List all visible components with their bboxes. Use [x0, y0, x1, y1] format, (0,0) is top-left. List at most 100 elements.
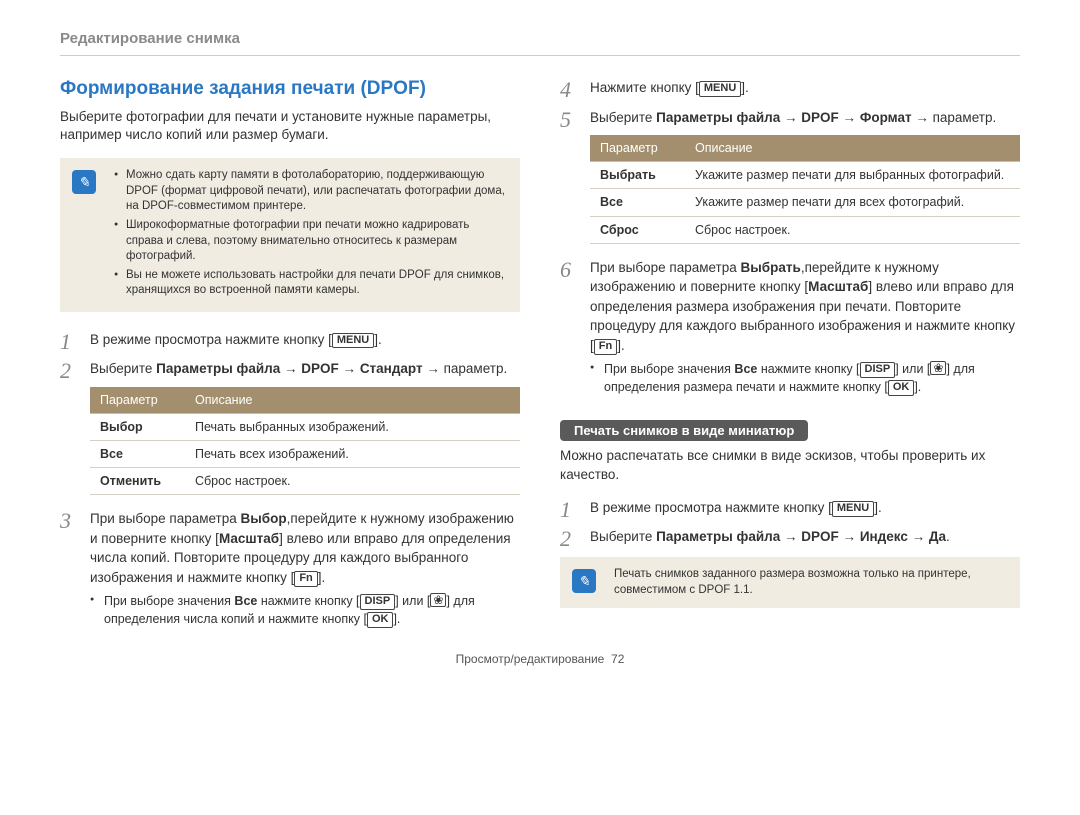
ok-button-icon: OK: [888, 380, 915, 396]
macro-icon: ❀: [430, 593, 446, 607]
table-header: Параметр: [590, 135, 685, 162]
step-text: →: [839, 529, 860, 544]
step-text: В режиме просмотра нажмите кнопку [: [590, 500, 832, 515]
right-steps-1: Нажмите кнопку [MENU]. Выберите Параметр…: [560, 78, 1020, 396]
table-row: ВыборПечать выбранных изображений.: [90, 413, 520, 440]
step-text: ].: [318, 570, 326, 585]
table-row: ВсеУкажите размер печати для всех фотогр…: [590, 189, 1020, 216]
macro-icon: ❀: [930, 361, 946, 375]
fn-button-icon: Fn: [594, 339, 617, 355]
menu-button-icon: MENU: [332, 333, 374, 349]
step-6: При выборе параметра Выбрать,перейдите к…: [560, 258, 1020, 397]
table-cell: Укажите размер печати для выбранных фото…: [685, 162, 1020, 189]
step-2b: Выберите Параметры файла → DPOF → Индекс…: [560, 527, 1020, 547]
note-item: Вы не можете использовать настройки для …: [114, 268, 506, 299]
right-column: Нажмите кнопку [MENU]. Выберите Параметр…: [560, 78, 1020, 638]
step-1: В режиме просмотра нажмите кнопку [MENU]…: [60, 330, 520, 350]
note-text: Печать снимков заданного размера возможн…: [614, 567, 1006, 598]
thumb-intro: Можно распечатать все снимки в виде эски…: [560, 447, 1020, 483]
table-row: ВыбратьУкажите размер печати для выбранн…: [590, 162, 1020, 189]
fn-button-icon: Fn: [294, 571, 317, 587]
bold-text: Параметры файла: [656, 529, 780, 544]
step-text: Выберите: [590, 529, 656, 544]
subheading-thumbnails: Печать снимков в виде миниатюр: [560, 420, 808, 441]
note-item: Можно сдать карту памяти в фотолаборатор…: [114, 168, 506, 215]
table-header: Параметр: [90, 387, 185, 414]
bold-text: Выбор: [241, 511, 287, 526]
step-text: →: [908, 529, 929, 544]
intro-text: Выберите фотографии для печати и установ…: [60, 108, 520, 144]
step-text: Нажмите кнопку [: [590, 80, 699, 95]
ok-button-icon: OK: [367, 612, 394, 628]
bold-text: Масштаб: [808, 279, 868, 294]
step-text: Выберите: [90, 361, 156, 376]
table-row: СбросСброс настроек.: [590, 216, 1020, 243]
sub-item: При выборе значения Все нажмите кнопку […: [590, 361, 1020, 396]
step-text: нажмите кнопку [: [257, 594, 359, 608]
bold-text: Масштаб: [219, 531, 279, 546]
step-text: ] или [: [895, 362, 930, 376]
step-text: → параметр.: [423, 361, 508, 376]
disp-button-icon: DISP: [860, 362, 896, 378]
table-header: Описание: [685, 135, 1020, 162]
step-5: Выберите Параметры файла → DPOF → Формат…: [560, 108, 1020, 244]
step-text: ].: [374, 332, 382, 347]
right-steps-2: В режиме просмотра нажмите кнопку [MENU]…: [560, 498, 1020, 547]
step-text: ].: [914, 380, 921, 394]
bold-text: DPOF: [801, 110, 839, 125]
bold-text: Параметры файла: [656, 110, 780, 125]
step-text: →: [780, 529, 801, 544]
table-cell: Сброс настроек.: [185, 468, 520, 495]
disp-button-icon: DISP: [360, 594, 396, 610]
page-number: 72: [611, 652, 624, 666]
bold-text: Индекс: [860, 529, 908, 544]
step-text: ].: [874, 500, 882, 515]
step-text: В режиме просмотра нажмите кнопку [: [90, 332, 332, 347]
table-cell: Укажите размер печати для всех фотографи…: [685, 189, 1020, 216]
step-text: ].: [393, 612, 400, 626]
step-text: При выборе параметра: [90, 511, 241, 526]
sub-item: При выборе значения Все нажмите кнопку […: [90, 593, 520, 628]
menu-button-icon: MENU: [699, 81, 741, 97]
note-icon: ✎: [72, 170, 96, 194]
bold-text: Параметры файла: [156, 361, 280, 376]
bold-text: DPOF: [301, 361, 339, 376]
step-text: При выборе значения: [104, 594, 234, 608]
table-cell: Сброс: [590, 216, 685, 243]
note-box-1: ✎ Можно сдать карту памяти в фотолаборат…: [60, 158, 520, 311]
step-text: При выборе параметра: [590, 260, 741, 275]
step-text: ].: [741, 80, 749, 95]
table-cell: Сброс настроек.: [685, 216, 1020, 243]
note-icon: ✎: [572, 569, 596, 593]
table-cell: Печать всех изображений.: [185, 440, 520, 467]
bold-text: Стандарт: [360, 361, 423, 376]
footer-text: Просмотр/редактирование: [456, 652, 605, 666]
bold-text: Все: [734, 362, 757, 376]
step-text: .: [946, 529, 950, 544]
step-text: →: [839, 110, 860, 125]
table-header: Описание: [185, 387, 520, 414]
table-cell: Все: [590, 189, 685, 216]
step-text: ].: [617, 338, 625, 353]
step-text: нажмите кнопку [: [757, 362, 859, 376]
content-columns: Формирование задания печати (DPOF) Выбер…: [60, 78, 1020, 638]
left-steps: В режиме просмотра нажмите кнопку [MENU]…: [60, 330, 520, 629]
step-text: →: [339, 361, 360, 376]
table-cell: Выбрать: [590, 162, 685, 189]
table-cell: Отменить: [90, 468, 185, 495]
table-cell: Печать выбранных изображений.: [185, 413, 520, 440]
step-4: Нажмите кнопку [MENU].: [560, 78, 1020, 98]
table-cell: Все: [90, 440, 185, 467]
step-text: →: [780, 110, 801, 125]
step-text: → параметр.: [912, 110, 997, 125]
step-1b: В режиме просмотра нажмите кнопку [MENU]…: [560, 498, 1020, 518]
step-text: →: [280, 361, 301, 376]
param-table-2: ПараметрОписание ВыбратьУкажите размер п…: [590, 135, 1020, 244]
left-column: Формирование задания печати (DPOF) Выбер…: [60, 78, 520, 638]
bold-text: Выбрать: [741, 260, 801, 275]
note-box-2: ✎ Печать снимков заданного размера возмо…: [560, 557, 1020, 608]
section-title: Формирование задания печати (DPOF): [60, 78, 520, 100]
page-footer: Просмотр/редактирование 72: [60, 652, 1020, 666]
bold-text: Да: [929, 529, 946, 544]
bold-text: Все: [234, 594, 257, 608]
